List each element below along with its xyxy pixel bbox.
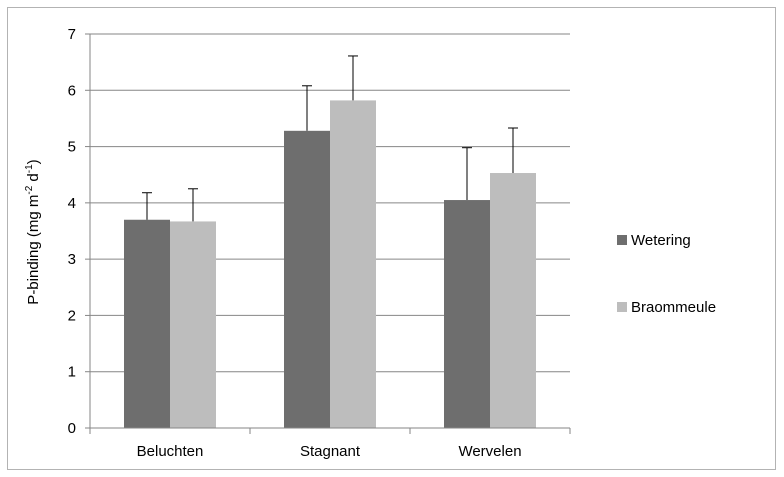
bar-braommeule-beluchten (170, 221, 216, 428)
axes (85, 33, 571, 434)
x-category-label: Beluchten (137, 443, 204, 460)
y-tick-label: 0 (68, 420, 76, 437)
y-tick-label: 3 (68, 251, 76, 268)
legend-swatch-braommeule (617, 302, 627, 312)
bar-wetering-stagnant (284, 130, 330, 428)
y-axis-title-sup2: -1 (24, 164, 35, 173)
y-tick-label: 7 (68, 26, 76, 43)
y-axis-title-suffix: ) (25, 159, 42, 164)
x-category-label: Wervelen (458, 443, 521, 460)
y-tick-labels: 0 1 2 3 4 5 6 7 (68, 26, 76, 437)
legend: Wetering Braommeule (617, 232, 716, 316)
y-tick-label: 4 (68, 195, 76, 212)
y-tick-label: 1 (68, 364, 76, 381)
bars (124, 55, 536, 428)
bar-wetering-wervelen (444, 200, 490, 428)
bar-braommeule-stagnant (330, 100, 376, 428)
bar-braommeule-wervelen (490, 173, 536, 428)
y-axis-title-mid: d (25, 173, 42, 186)
legend-label-braommeule: Braommeule (631, 299, 716, 316)
legend-swatch-wetering (617, 235, 627, 245)
y-tick-label: 5 (68, 139, 76, 156)
legend-label-wetering: Wetering (631, 232, 691, 249)
x-category-labels: Beluchten Stagnant Wervelen (137, 443, 522, 460)
y-tick-label: 2 (68, 307, 76, 324)
x-category-label: Stagnant (300, 443, 361, 460)
y-tick-label: 6 (68, 82, 76, 99)
y-axis-title-text: P-binding (mg m (25, 195, 42, 305)
y-axis-title-sup1: -2 (24, 185, 35, 194)
y-axis-title: P-binding (mg m-2 d-1) (24, 159, 42, 304)
bar-wetering-beluchten (124, 219, 170, 428)
